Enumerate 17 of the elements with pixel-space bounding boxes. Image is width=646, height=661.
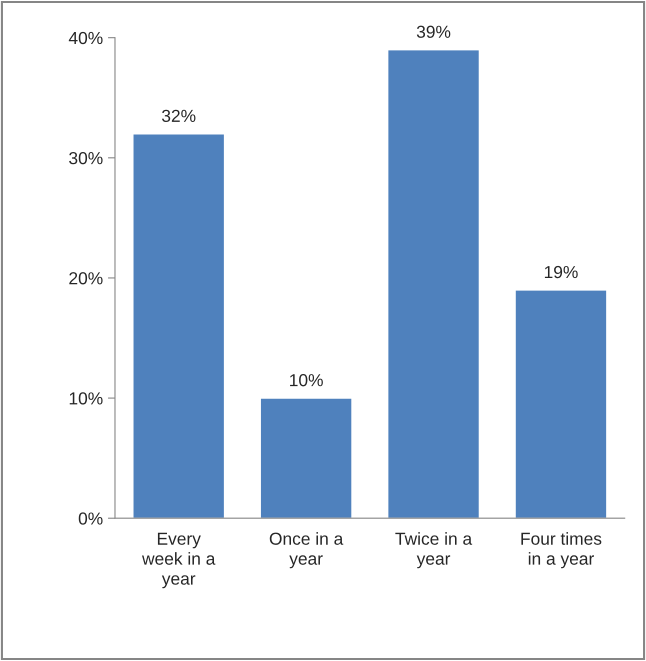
y-tick-label: 20% [69, 272, 103, 284]
data-label: 10% [290, 374, 323, 386]
bar [386, 48, 480, 518]
data-label: 39% [416, 26, 450, 38]
bar [514, 289, 608, 518]
x-tick-label: Twice in a year [395, 532, 472, 568]
bar [260, 397, 353, 518]
y-tick-label: 10% [70, 392, 103, 405]
x-tick-label: Four times in a year [521, 532, 602, 568]
y-tick-label: 40% [68, 32, 103, 44]
x-tick-label: Once in a year [270, 532, 344, 568]
x-tick-label: Every week in a year [142, 532, 216, 588]
y-tick-label: 30% [69, 152, 103, 164]
data-label: 32% [162, 110, 196, 122]
bar [132, 133, 226, 518]
y-tick-label: 0% [78, 512, 103, 525]
data-label: 19% [544, 266, 578, 278]
